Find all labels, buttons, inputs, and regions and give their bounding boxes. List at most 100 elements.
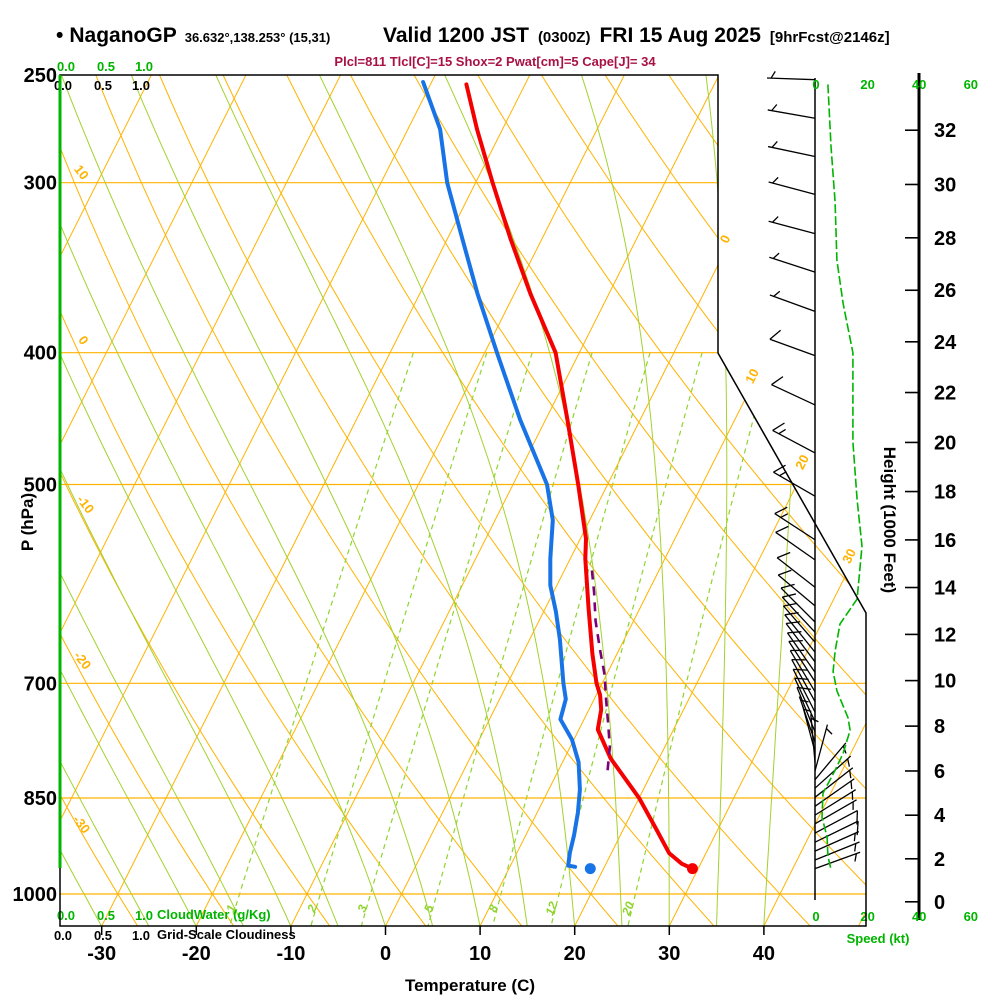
wind-barb — [771, 376, 816, 406]
wind-barb-staff — [780, 587, 816, 623]
isotherm-line — [60, 75, 439, 926]
temperature-tick-label: -30 — [87, 943, 116, 965]
cloudiness-axis-title: Grid-Scale Cloudiness — [157, 927, 296, 942]
cloudiness-scale-top: 0.5 — [94, 78, 112, 93]
height-tick-label: 14 — [934, 578, 957, 600]
wind-barb-feather — [774, 506, 788, 515]
wind-barb-staff — [814, 742, 847, 781]
mixing-ratio-line — [427, 352, 593, 926]
wind-barb — [777, 569, 816, 607]
wind-barb — [776, 551, 816, 588]
pressure-label: 700 — [24, 673, 57, 695]
wind-barb-feather — [773, 290, 781, 297]
temperature-tick-label: -20 — [182, 943, 211, 965]
temperature-tick-label: 30 — [658, 943, 680, 965]
height-tick-label: 20 — [934, 432, 956, 454]
wind-barb — [774, 506, 816, 541]
mixing-ratio-line — [310, 352, 488, 926]
wind-barb-staff — [767, 145, 816, 158]
station-name: NaganoGP — [69, 24, 177, 47]
cloudiness-scale-top: 0.0 — [54, 78, 72, 93]
isotherm-line — [760, 75, 866, 926]
mixing-ratio-label: 20 — [619, 899, 637, 918]
wind-barb — [814, 820, 859, 843]
height-tick-label: 4 — [934, 805, 946, 827]
dry-adiabat-line — [60, 75, 427, 926]
isotherm-label: 10 — [742, 366, 762, 386]
wind-barb — [788, 639, 816, 682]
wind-barb-staff — [775, 531, 816, 561]
temperature-axis-title: Temperature (C) — [404, 976, 536, 995]
wind-barb-feather — [782, 593, 797, 598]
moist-adiabat-line — [215, 75, 528, 926]
wind-barb-feather — [780, 513, 789, 518]
wind-barb — [767, 71, 816, 81]
wind-barb-feather — [771, 141, 778, 148]
temperature-tick-label: 40 — [753, 943, 775, 965]
wind-barb — [769, 329, 816, 357]
forecast-tag: [9hrFcst@2146z] — [769, 29, 890, 46]
wind-barb-staff — [783, 605, 816, 643]
wind-barb-feather — [853, 833, 856, 842]
isotherm-line — [60, 75, 344, 926]
moist-adiabat-line — [60, 75, 292, 926]
isotherm-line — [476, 75, 866, 926]
wind-barb-staff — [788, 640, 816, 682]
wind-barb-staff — [814, 809, 858, 834]
dry-adiabat-label: 0 — [75, 333, 91, 348]
wind-barb-feather — [800, 699, 809, 703]
height-tick-label: 12 — [934, 624, 956, 646]
isotherm-line — [98, 75, 533, 926]
wind-barb — [781, 593, 816, 633]
wind-barb — [773, 464, 816, 497]
wind-barb-staff — [772, 429, 816, 454]
wind-barb-feather — [850, 780, 853, 790]
dry-adiabat-line — [159, 75, 715, 926]
plot-frame — [59, 74, 867, 927]
wind-barb-staff — [771, 384, 816, 406]
wind-barb-staff — [781, 596, 816, 633]
wind-barb-feather — [854, 843, 857, 852]
cloudiness-scale-bottom: 0.5 — [94, 928, 112, 943]
wind-barb-staff — [814, 851, 861, 870]
mixing-ratio-line — [627, 352, 772, 926]
dry-adiabat-line — [222, 75, 811, 926]
dewpoint-curve — [421, 80, 582, 869]
wind-barb — [772, 422, 816, 454]
cloudwater-scale-bottom: 1.0 — [135, 908, 153, 923]
wind-barb-staff — [810, 714, 816, 763]
wind-barb — [814, 841, 860, 861]
wind-barb-feather — [783, 602, 798, 607]
isotherm-label: 30 — [839, 546, 859, 566]
wind-barb — [791, 658, 816, 702]
wind-barb — [767, 141, 816, 158]
cloudiness-scale-bottom: 0.0 — [54, 928, 72, 943]
pressure-label: 1000 — [13, 884, 58, 906]
wind-barb — [784, 611, 816, 653]
mixing-ratio-label: 12 — [542, 899, 560, 917]
cloudwater-scale-top: 0.5 — [97, 59, 115, 74]
wind-barb-staff — [785, 623, 816, 663]
moist-adiabat-line — [60, 75, 150, 926]
wind-barb-feather — [793, 668, 808, 671]
temperature-tick-label: 0 — [380, 943, 391, 965]
mixing-ratio-line — [360, 352, 533, 926]
wind-barb-staff — [769, 338, 816, 357]
wind-barb-feather — [780, 583, 795, 589]
wind-barb-staff — [769, 294, 816, 313]
wind-barb-feather — [847, 758, 850, 767]
temperature-curve — [464, 82, 695, 871]
surface-dewpoint-dot — [584, 863, 596, 875]
speed-tick-top: 0 — [812, 77, 819, 92]
cloudwater-scale-top: 1.0 — [135, 59, 153, 74]
dry-adiabat-line — [60, 75, 331, 926]
wind-barb-feather — [825, 728, 833, 735]
isotherm-line — [60, 75, 249, 926]
wind-barb-feather — [784, 611, 799, 616]
mixing-ratio-line — [550, 352, 703, 926]
valid-time: Valid 1200 JST — [383, 24, 529, 47]
valid-date: FRI 15 Aug 2025 — [599, 24, 761, 47]
mixing-ratio-label: 8 — [485, 902, 501, 914]
